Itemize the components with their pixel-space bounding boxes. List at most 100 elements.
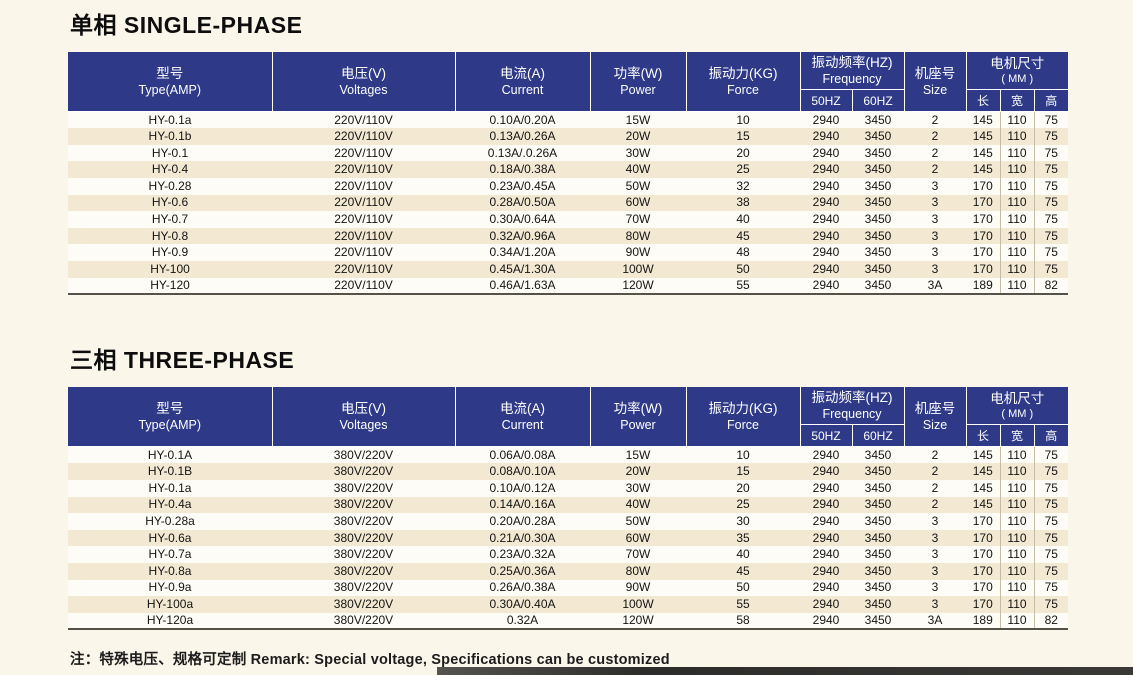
single-phase-table: 型号 Type(AMP) 电压(V) Voltages 电流(A) Curren…	[68, 52, 1069, 296]
table-cell: 0.14A/0.16A	[489, 497, 556, 512]
table-cell: 2940	[812, 464, 840, 479]
table-header: 型号 Type(AMP) 电压(V) Voltages 电流(A) Curren…	[68, 52, 1069, 113]
table-cell: 75	[1033, 596, 1069, 613]
table-cell: 3	[931, 195, 939, 210]
table-cell: 100W	[622, 261, 654, 276]
table-cell: 20W	[625, 128, 651, 143]
table-cell: 3450	[864, 497, 892, 512]
table-cell: 380V/220V	[333, 530, 394, 545]
table-cell: 75	[1033, 194, 1069, 212]
table-cell: 2940	[812, 178, 840, 193]
table-cell: 220V/110V	[334, 245, 393, 260]
col-header-length: 长	[965, 89, 1001, 113]
table-cell: 170	[972, 195, 993, 210]
table-cell: 3A	[927, 277, 943, 292]
table-cell: 110	[999, 480, 1034, 497]
table-row: HY-100 220V/110V 0.45A/1.30A 100W 50 2940 3450…	[68, 261, 1069, 278]
table-cell: 2940	[812, 112, 840, 127]
table-cell: HY-0.9	[151, 245, 189, 260]
table-row: HY-0.6a 380V/220V 0.21A/0.30A 60W 35 2940 3450…	[68, 529, 1069, 547]
col-header-50hz: 50HZ	[800, 424, 853, 448]
table-row: HY-120 220V/110V 0.46A/1.63A 120W 55 2940 3450…	[68, 277, 1069, 295]
table-cell: 15W	[625, 447, 651, 462]
col-header-type: 型号 Type(AMP)	[68, 52, 273, 113]
table-cell: 145	[972, 162, 993, 177]
table-cell: 2	[931, 497, 939, 512]
table-cell: 3450	[864, 530, 892, 545]
table-cell: 220V/110V	[334, 112, 393, 127]
table-cell: HY-120a	[146, 613, 194, 628]
table-cell: HY-0.1a	[148, 480, 192, 495]
table-cell: 75	[1033, 261, 1069, 278]
table-row: HY-0.1A 380V/220V 0.06A/0.08A 15W 10 2940 3450…	[68, 446, 1069, 464]
table-cell: 40	[736, 211, 750, 226]
col-header-voltage: 电压(V) Voltages	[271, 387, 456, 448]
table-cell: 110	[999, 178, 1034, 195]
table-cell: 3450	[864, 480, 892, 495]
table-cell: 0.23A/0.32A	[489, 547, 556, 562]
table-cell: HY-0.4a	[148, 497, 192, 512]
table-cell: 145	[972, 497, 993, 512]
table-cell: 2940	[812, 162, 840, 177]
table-cell: 380V/220V	[333, 547, 394, 562]
table-cell: 0.25A/0.36A	[489, 563, 556, 578]
table-cell: HY-100	[150, 261, 190, 276]
table-cell: HY-0.1	[151, 145, 189, 160]
table-cell: 2940	[812, 195, 840, 210]
table-cell: 220V/110V	[334, 261, 393, 276]
table-cell: 110	[999, 612, 1034, 630]
table-cell: 0.34A/1.20A	[489, 245, 556, 260]
table-cell: 30W	[625, 145, 651, 160]
table-cell: 3	[931, 211, 939, 226]
table-cell: 75	[1033, 513, 1069, 530]
table-cell: 15	[736, 128, 750, 143]
table-cell: HY-0.4	[151, 162, 189, 177]
table-cell: 3450	[864, 162, 892, 177]
table-cell: 110	[999, 161, 1034, 179]
table-cell: 50	[736, 261, 750, 276]
table-cell: 3450	[864, 464, 892, 479]
table-row: HY-0.4a 380V/220V 0.14A/0.16A 40W 25 2940 3450…	[68, 496, 1069, 514]
table-cell: HY-0.7	[151, 211, 189, 226]
table-cell: 380V/220V	[333, 447, 394, 462]
table-cell: 82	[1033, 612, 1069, 630]
table-cell: 170	[972, 245, 993, 260]
col-header-60hz: 60HZ	[851, 424, 905, 448]
table-cell: 55	[736, 596, 750, 611]
table-cell: HY-0.8	[151, 228, 189, 243]
table-cell: 145	[972, 128, 993, 143]
table-cell: 15	[736, 464, 750, 479]
table-cell: 58	[736, 613, 750, 628]
table-cell: 120W	[622, 613, 654, 628]
table-cell: 0.10A/0.20A	[489, 112, 556, 127]
table-row: HY-0.1B 380V/220V 0.08A/0.10A 20W 15 2940 3450…	[68, 463, 1069, 481]
table-cell: 60W	[625, 530, 651, 545]
table-cell: 220V/110V	[334, 128, 393, 143]
table-cell: 0.20A/0.28A	[489, 513, 556, 528]
table-row: HY-0.1a 380V/220V 0.10A/0.12A 30W 20 2940 3450…	[68, 480, 1069, 497]
table-row: HY-0.28a 380V/220V 0.20A/0.28A 50W 30 2940 345…	[68, 513, 1069, 530]
table-cell: 20W	[625, 464, 651, 479]
page-bottom-band	[437, 667, 1133, 675]
col-header-current: 电流(A) Current	[454, 387, 591, 448]
table-cell: 50W	[625, 178, 651, 193]
table-cell: 120W	[622, 277, 654, 292]
col-header-frequency: 振动频率(HZ) Frequency	[799, 387, 905, 426]
col-header-dimensions: 电机尺寸 ( MM )	[965, 387, 1069, 426]
table-cell: 110	[999, 463, 1034, 481]
table-cell: 0.28A/0.50A	[489, 195, 556, 210]
table-cell: 20	[736, 145, 750, 160]
table-cell: 60W	[625, 195, 651, 210]
col-header-dimensions: 电机尺寸 ( MM )	[965, 52, 1069, 91]
table-row: HY-100a 380V/220V 0.30A/0.40A 100W 55 2940 345…	[68, 596, 1069, 613]
table-cell: 220V/110V	[334, 277, 393, 292]
table-cell: 2	[931, 464, 939, 479]
table-cell: 0.32A	[506, 613, 539, 628]
section-title-single-phase: 单相 SINGLE-PHASE	[70, 12, 303, 38]
table-cell: 380V/220V	[333, 480, 394, 495]
table-cell: 3450	[864, 112, 892, 127]
table-cell: 2940	[812, 277, 840, 292]
table-cell: 145	[972, 480, 993, 495]
table-cell: 170	[972, 178, 993, 193]
table-cell: 170	[972, 596, 993, 611]
